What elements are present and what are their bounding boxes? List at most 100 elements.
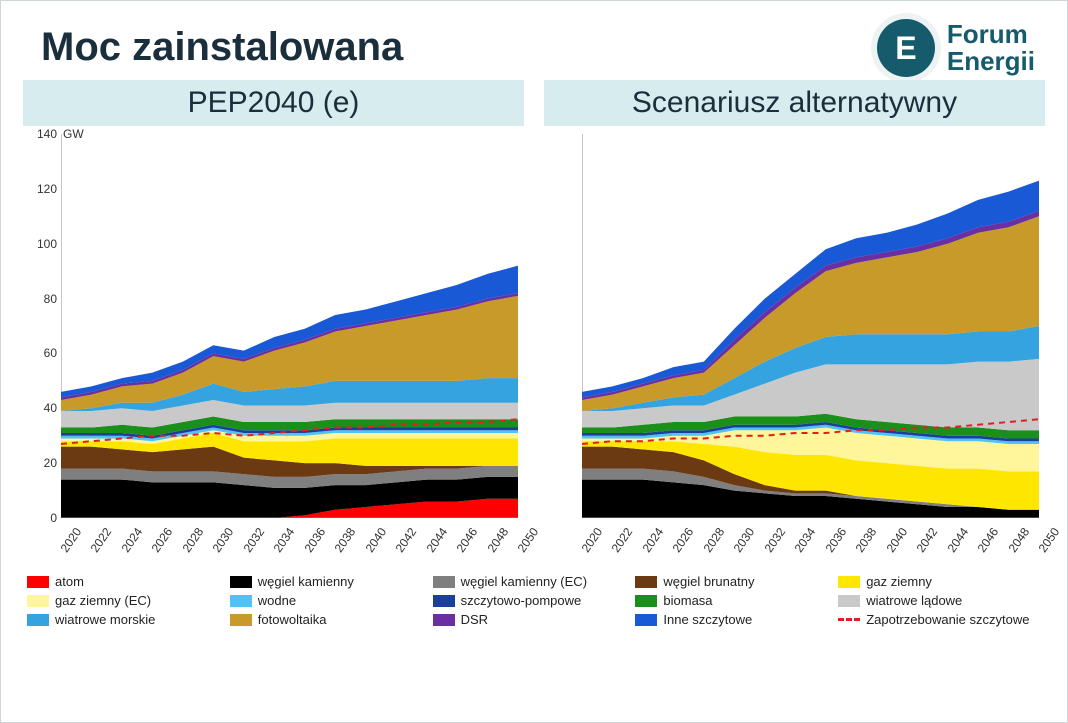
legend-swatch <box>838 576 860 588</box>
logo-mark-letter: E <box>895 30 916 67</box>
legend-swatch <box>635 576 657 588</box>
y-tick-label: 40 <box>44 401 57 415</box>
legend-label: szczytowo-pompowe <box>461 593 582 608</box>
y-axis-labels: 020406080100120140 <box>23 126 59 566</box>
chart-wrap: GW02040608010012014020202022202420262028… <box>23 126 524 566</box>
x-axis-labels: 2020202220242026202820302032203420362038… <box>61 520 518 566</box>
legend-item: atom <box>27 574 230 589</box>
y-tick-label: 60 <box>44 346 57 360</box>
legend-swatch <box>433 576 455 588</box>
logo-text-line1: Forum <box>947 21 1035 48</box>
legend-swatch <box>230 614 252 626</box>
legend-item: węgiel kamienny <box>230 574 433 589</box>
x-tick-label: 2022 <box>88 525 115 555</box>
legend-item: gaz ziemny <box>838 574 1041 589</box>
chart-panel: Scenariusz alternatywny20202022202420262… <box>544 80 1045 566</box>
y-tick-label: 120 <box>37 182 57 196</box>
x-tick-label: 2042 <box>393 525 420 555</box>
x-tick-label: 2028 <box>179 525 206 555</box>
x-tick-label: 2046 <box>975 525 1002 555</box>
x-tick-label: 2022 <box>609 525 636 555</box>
x-tick-label: 2020 <box>58 525 85 555</box>
legend-swatch <box>433 614 455 626</box>
legend-label: wiatrowe morskie <box>55 612 155 627</box>
legend-swatch <box>27 595 49 607</box>
legend-swatch <box>230 595 252 607</box>
legend-swatch <box>27 576 49 588</box>
legend-swatch <box>838 595 860 607</box>
legend-item: biomasa <box>635 593 838 608</box>
legend-label: DSR <box>461 612 488 627</box>
x-tick-label: 2044 <box>944 525 971 555</box>
x-tick-label: 2030 <box>731 525 758 555</box>
legend-item: gaz ziemny (EC) <box>27 593 230 608</box>
x-tick-label: 2030 <box>210 525 237 555</box>
y-tick-label: 100 <box>37 237 57 251</box>
x-tick-label: 2046 <box>454 525 481 555</box>
y-tick-label: 80 <box>44 292 57 306</box>
logo-text-line2: Energii <box>947 48 1035 75</box>
x-tick-label: 2040 <box>362 525 389 555</box>
x-tick-label: 2040 <box>883 525 910 555</box>
page-title: Moc zainstalowana <box>41 25 403 70</box>
x-tick-label: 2038 <box>853 525 880 555</box>
legend-swatch <box>635 614 657 626</box>
x-tick-label: 2034 <box>792 525 819 555</box>
legend-swatch <box>635 595 657 607</box>
legend-item: węgiel kamienny (EC) <box>433 574 636 589</box>
x-tick-label: 2024 <box>118 525 145 555</box>
legend-swatch <box>27 614 49 626</box>
x-tick-label: 2026 <box>149 525 176 555</box>
legend-label: Zapotrzebowanie szczytowe <box>866 612 1029 627</box>
x-axis-labels: 2020202220242026202820302032203420362038… <box>582 520 1039 566</box>
x-tick-label: 2050 <box>1036 525 1063 555</box>
legend-label: wodne <box>258 593 296 608</box>
legend-label: wiatrowe lądowe <box>866 593 962 608</box>
chart-panel: PEP2040 (e)GW020406080100120140202020222… <box>23 80 524 566</box>
legend-label: fotowoltaika <box>258 612 327 627</box>
x-tick-label: 2038 <box>332 525 359 555</box>
legend-label: węgiel kamienny <box>258 574 354 589</box>
legend-label: Inne szczytowe <box>663 612 752 627</box>
x-tick-label: 2048 <box>1005 525 1032 555</box>
legend-item: DSR <box>433 612 636 627</box>
logo: E Forum Energii <box>877 19 1035 77</box>
legend-item: Zapotrzebowanie szczytowe <box>838 612 1041 627</box>
x-tick-label: 2036 <box>301 525 328 555</box>
legend-swatch <box>433 595 455 607</box>
x-tick-label: 2048 <box>484 525 511 555</box>
legend-label: atom <box>55 574 84 589</box>
panel-title: PEP2040 (e) <box>23 80 524 126</box>
x-tick-label: 2028 <box>700 525 727 555</box>
x-tick-label: 2032 <box>761 525 788 555</box>
legend-label: biomasa <box>663 593 712 608</box>
legend-label: węgiel kamienny (EC) <box>461 574 587 589</box>
legend-item: szczytowo-pompowe <box>433 593 636 608</box>
x-tick-label: 2032 <box>240 525 267 555</box>
legend-item: wodne <box>230 593 433 608</box>
x-tick-label: 2020 <box>579 525 606 555</box>
legend-swatch <box>838 618 860 621</box>
legend-item: Inne szczytowe <box>635 612 838 627</box>
legend-swatch <box>230 576 252 588</box>
legend-label: gaz ziemny <box>866 574 932 589</box>
x-tick-label: 2026 <box>670 525 697 555</box>
x-tick-label: 2036 <box>822 525 849 555</box>
x-tick-label: 2024 <box>639 525 666 555</box>
legend-item: fotowoltaika <box>230 612 433 627</box>
y-tick-label: 140 <box>37 127 57 141</box>
legend-item: węgiel brunatny <box>635 574 838 589</box>
y-axis-labels <box>544 126 580 566</box>
logo-text: Forum Energii <box>947 21 1035 76</box>
x-tick-label: 2034 <box>271 525 298 555</box>
legend-label: węgiel brunatny <box>663 574 754 589</box>
chart-plot <box>61 134 518 518</box>
y-tick-label: 0 <box>50 511 57 525</box>
chart-plot <box>582 134 1039 518</box>
logo-mark-icon: E <box>877 19 935 77</box>
chart-panels: PEP2040 (e)GW020406080100120140202020222… <box>23 80 1045 566</box>
legend-label: gaz ziemny (EC) <box>55 593 151 608</box>
legend: atom węgiel kamienny węgiel kamienny (EC) w… <box>23 572 1045 629</box>
chart-wrap: 2020202220242026202820302032203420362038… <box>544 126 1045 566</box>
x-tick-label: 2050 <box>515 525 542 555</box>
